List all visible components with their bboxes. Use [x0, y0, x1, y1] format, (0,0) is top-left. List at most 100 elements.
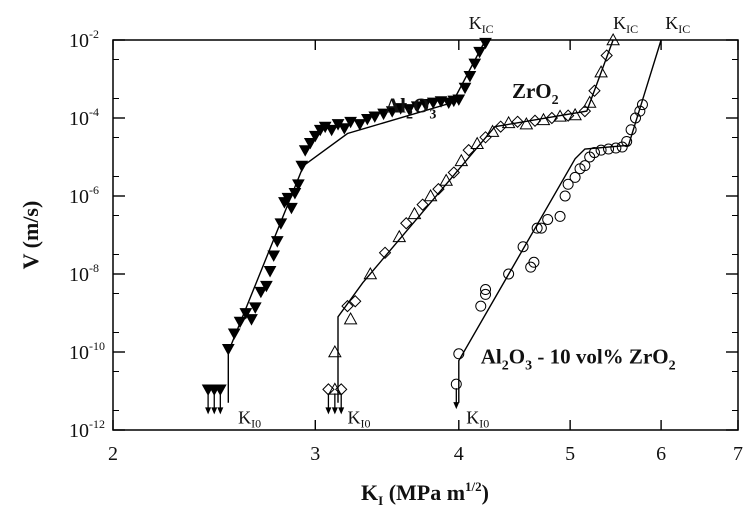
data-point [263, 266, 277, 278]
y-tick-label: 10-6 [69, 183, 99, 208]
x-axis-label-sup: 1/2 [465, 479, 482, 494]
data-point [636, 99, 648, 111]
limit-arrow-head [338, 407, 345, 415]
threshold-label-sub: I0 [251, 416, 261, 430]
data-point [554, 210, 566, 222]
data-point [517, 241, 529, 253]
data-point [621, 135, 633, 147]
data-point [528, 114, 542, 127]
data-point [559, 190, 571, 202]
series-name-text: O [413, 93, 429, 117]
x-axis-label-close: ) [482, 480, 489, 505]
data-point [634, 105, 646, 117]
data-point [535, 222, 547, 234]
data-point [285, 202, 298, 215]
data-point [470, 136, 485, 149]
data-point [267, 250, 281, 262]
data-point [213, 384, 227, 396]
data-point [416, 198, 429, 211]
data-point [450, 378, 462, 390]
series-name-subscript: 3 [525, 359, 532, 374]
data-point [426, 97, 440, 110]
data-point [377, 108, 390, 121]
threshold-label: KI0 [238, 407, 261, 430]
y-tick-exp: -4 [89, 105, 99, 119]
fit-line [227, 39, 487, 403]
data-point [400, 217, 413, 230]
series-name-subscript: 3 [429, 107, 436, 122]
x-axis-label-sub: I [378, 493, 383, 508]
x-axis-label-main: K [361, 480, 378, 505]
data-point [569, 171, 581, 183]
data-point [248, 302, 262, 314]
data-point [458, 82, 472, 95]
y-axis-label: V (m/s) [18, 201, 43, 270]
data-point [432, 182, 445, 196]
data-point [479, 37, 492, 50]
threshold-label-main: K [238, 407, 251, 427]
data-point [480, 284, 492, 296]
data-point [600, 49, 613, 62]
data-point [254, 286, 268, 299]
data-point [468, 58, 482, 71]
series-name-label: Al2O3 [385, 93, 436, 122]
x-tick-label: 3 [310, 443, 320, 465]
data-point [418, 98, 432, 111]
data-point [245, 314, 258, 326]
x-axis-label: KI (MPa m1/2) [361, 479, 489, 508]
data-point [338, 123, 351, 135]
data-point [260, 280, 273, 293]
data-point [582, 95, 597, 108]
data-point [349, 295, 362, 308]
y-tick-label: 10-4 [69, 105, 99, 130]
data-point [603, 143, 615, 155]
limit-arrow-head [205, 407, 212, 415]
data-point [274, 218, 288, 230]
data-point [561, 109, 575, 122]
data-point [463, 71, 477, 83]
data-point [363, 266, 378, 280]
fit-line [458, 39, 662, 403]
series-name-text: ZrO [512, 79, 552, 103]
data-point [402, 104, 416, 116]
data-point [578, 104, 592, 118]
threshold-label: KI0 [347, 407, 370, 430]
y-tick-label: 10-2 [69, 27, 99, 52]
data-point [454, 153, 469, 167]
y-tick-exp: -8 [89, 261, 99, 275]
y-tick-label: 10-10 [69, 339, 105, 364]
limit-arrow-head [211, 407, 218, 415]
kic-label: KIC [613, 13, 638, 36]
data-point [503, 268, 515, 280]
x-tick-label: 4 [454, 443, 464, 465]
limit-arrow-head [325, 407, 332, 415]
data-point [270, 236, 284, 248]
data-point [281, 192, 295, 205]
threshold-label-sub: I0 [360, 416, 370, 430]
data-point [531, 222, 543, 234]
data-point [594, 65, 608, 78]
x-axis-label-units: (MPa m [383, 480, 465, 505]
limit-arrow-head [331, 407, 338, 415]
data-point [606, 32, 620, 46]
data-point [475, 300, 487, 312]
threshold-label: KI0 [466, 407, 489, 430]
data-point [298, 145, 312, 157]
data-point [308, 130, 322, 143]
data-point [322, 383, 335, 396]
data-point [595, 144, 607, 156]
data-point [221, 344, 235, 356]
data-point [519, 117, 534, 130]
data-point [344, 116, 357, 129]
kic-label: KIC [665, 13, 690, 36]
data-point [588, 147, 600, 159]
data-point [439, 173, 454, 186]
data-point [328, 344, 342, 358]
y-tick-label: 10-12 [69, 417, 105, 442]
data-point [378, 246, 392, 259]
data-point [292, 179, 305, 191]
threshold-label-sub: I0 [479, 416, 489, 430]
